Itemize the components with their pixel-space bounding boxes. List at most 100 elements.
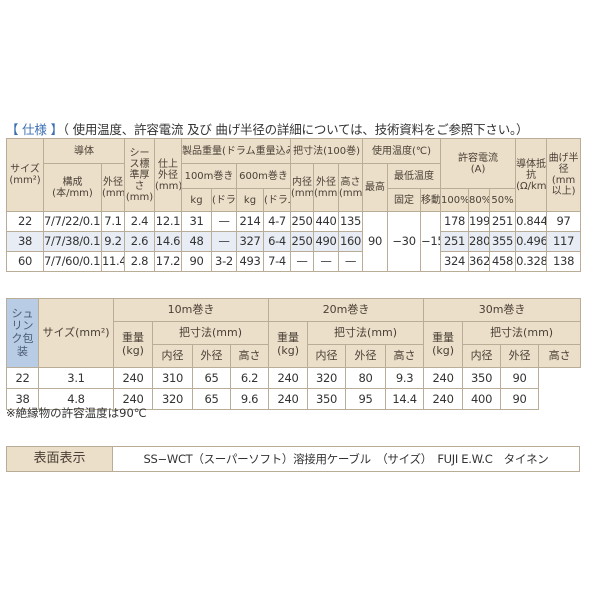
table-cell: 9.6 [229, 388, 270, 410]
h-inner: 内径(mm) [290, 163, 315, 212]
spec-table: サイズ(mm²) 導体 シース標準厚さ (mm) 仕上外径 (mm) 製品重量(ドラ… [6, 138, 582, 272]
table-cell: 327 [236, 231, 264, 252]
spec-title: 【 仕様 】（ 使用温度、許容電流 及び 曲げ半径の詳細については、技術資料をご… [6, 119, 529, 138]
table-row: 22 3.1 240 310 65 6.2 240 320 80 9.3 240 350 90 [6, 367, 581, 389]
table-row: 60 7/7/60/0.16 11.4 2.8 17.2 90 3-2 493 7-4— — —32… [6, 251, 582, 272]
header-cell: 把寸法(mm) [307, 321, 425, 345]
table-cell: 38 [6, 388, 39, 410]
table-cell: 6-4 [262, 231, 292, 252]
table-cell: 2.6 [124, 231, 155, 252]
h-p50: 50% [489, 188, 517, 212]
table-cell: 240 [423, 388, 464, 410]
table-cell: 251 [489, 211, 517, 232]
header-cell: 内径 [307, 344, 347, 368]
table-cell: — [211, 211, 237, 232]
h-sheath: シース標準厚さ (mm) [124, 138, 155, 212]
table-cell: 160 [338, 231, 364, 252]
header-cell: 内径 [152, 344, 193, 368]
table-cell: 2.8 [124, 251, 155, 272]
table-cell: 9.2 [101, 231, 125, 252]
header-cell: 重量 (kg) [268, 321, 309, 368]
table-cell: 0.496 [515, 231, 548, 252]
table-cell: 97 [546, 211, 582, 232]
table-cell: 7/7/60/0.16 [43, 251, 102, 272]
h-min: 最低温度 [387, 163, 442, 189]
h-drum: (ドラム) [211, 188, 237, 212]
header-cell: 外径 [500, 344, 540, 368]
table-cell: 350 [307, 388, 347, 410]
table-cell: 400 [462, 388, 502, 410]
table-cell: 458 [489, 251, 517, 272]
header-cell: 高さ [538, 344, 582, 368]
table-cell: 240 [113, 388, 153, 410]
table-row: 38 7/7/38/0.16 9.2 2.6 14.6 48—327 6-4 250 490 16… [6, 231, 582, 252]
h-r10: 10m巻き [112, 298, 270, 322]
table-cell: 9.3 [385, 367, 425, 389]
table-cell: 240 [268, 367, 309, 389]
table-row: 22 7/7/22/0.16 7.1 2.4 12.1 31—214 4-7 250 440 13… [6, 211, 582, 272]
table-cell: 7/7/22/0.16 [43, 211, 102, 232]
table-cell: 95 [345, 388, 387, 410]
surface-table: 表面表示 SS−WCT（スーパーソフト）溶接用ケーブル （サイズ） FUJI E… [6, 446, 580, 472]
table-cell: 14.4 [385, 388, 425, 410]
table-cell: 350 [462, 367, 502, 389]
table-cell: 493 [236, 251, 264, 272]
table-cell: 65 [192, 367, 231, 389]
table-cell: 60 [6, 251, 44, 272]
table-cell: 280 [468, 231, 491, 252]
table-cell: 320 [152, 388, 193, 410]
table-cell: 90 [500, 388, 540, 410]
surface-value: SS−WCT（スーパーソフト）溶接用ケーブル （サイズ） FUJI E.W.C … [112, 446, 580, 472]
h-r20: 20m巻き [268, 298, 425, 322]
table-cell: — [290, 251, 315, 272]
h-max: 最高 [362, 163, 389, 212]
h-height: 高さ(mm) [338, 163, 364, 212]
surface-label: 表面表示 [6, 446, 113, 472]
table-row: 38 4.8 240 320 65 9.6 240 350 95 14.4 240 400 90 [6, 388, 581, 410]
h-finish-od: 仕上外径 (mm) [154, 138, 182, 212]
table-cell: 240 [113, 367, 153, 389]
h-kg: kg [236, 188, 264, 212]
spec-heading: 【 仕様 】 [6, 122, 63, 137]
table-cell: 80 [345, 367, 387, 389]
table-cell: 490 [313, 231, 340, 252]
table-cell: 117 [546, 231, 582, 252]
table-cell: 199 [468, 211, 491, 232]
h-r30: 30m巻き [423, 298, 582, 322]
table-cell: 11.4 [101, 251, 125, 272]
h-w600: 600m巻き [235, 163, 292, 189]
shrink-label: シュリンク包装 [6, 298, 39, 368]
h-size: サイズ(mm²) [38, 298, 114, 368]
h-outer: 外径(mm) [313, 163, 340, 212]
table-cell: 48 [181, 231, 212, 252]
table-cell: 14.6 [154, 231, 182, 252]
header-cell: 把寸法(mm) [151, 321, 270, 345]
table-cell: 440 [313, 211, 340, 232]
h-size: サイズ(mm²) [6, 138, 44, 212]
table-cell: 324 [440, 251, 470, 272]
h-conductor: 導体 [43, 138, 125, 164]
h-fixed: 固定 [387, 188, 422, 212]
table-cell: 240 [423, 367, 464, 389]
table-cell: 4.8 [38, 388, 114, 410]
table-cell: 3.1 [38, 367, 114, 389]
h-cond-od: 外径(mm) [101, 163, 125, 212]
h-p100: 100% [440, 188, 470, 212]
table-cell: 7.1 [101, 211, 125, 232]
temp-moving: −15 [420, 211, 442, 272]
table-cell: — [338, 251, 364, 272]
header-cell: 外径 [345, 344, 387, 368]
table-cell: 65 [192, 388, 231, 410]
table-cell: 250 [290, 231, 315, 252]
shrink-table: シュリンク包装 サイズ(mm²) 10m巻き 20m巻き 30m巻き 重量 (kg… [6, 298, 582, 410]
table-cell: 90 [181, 251, 212, 272]
table-cell: — [313, 251, 340, 272]
table-cell: 31 [181, 211, 212, 232]
h-bend: 曲げ半径 (mm以上) [546, 138, 582, 212]
h-resistance: 導体抵抗(Ω/km) [515, 138, 548, 212]
table-cell: 135 [338, 211, 364, 232]
header-cell: 外径 [192, 344, 231, 368]
table-cell: 7-4 [262, 251, 292, 272]
table-cell: 90 [500, 367, 540, 389]
table-cell: 38 [6, 231, 44, 252]
